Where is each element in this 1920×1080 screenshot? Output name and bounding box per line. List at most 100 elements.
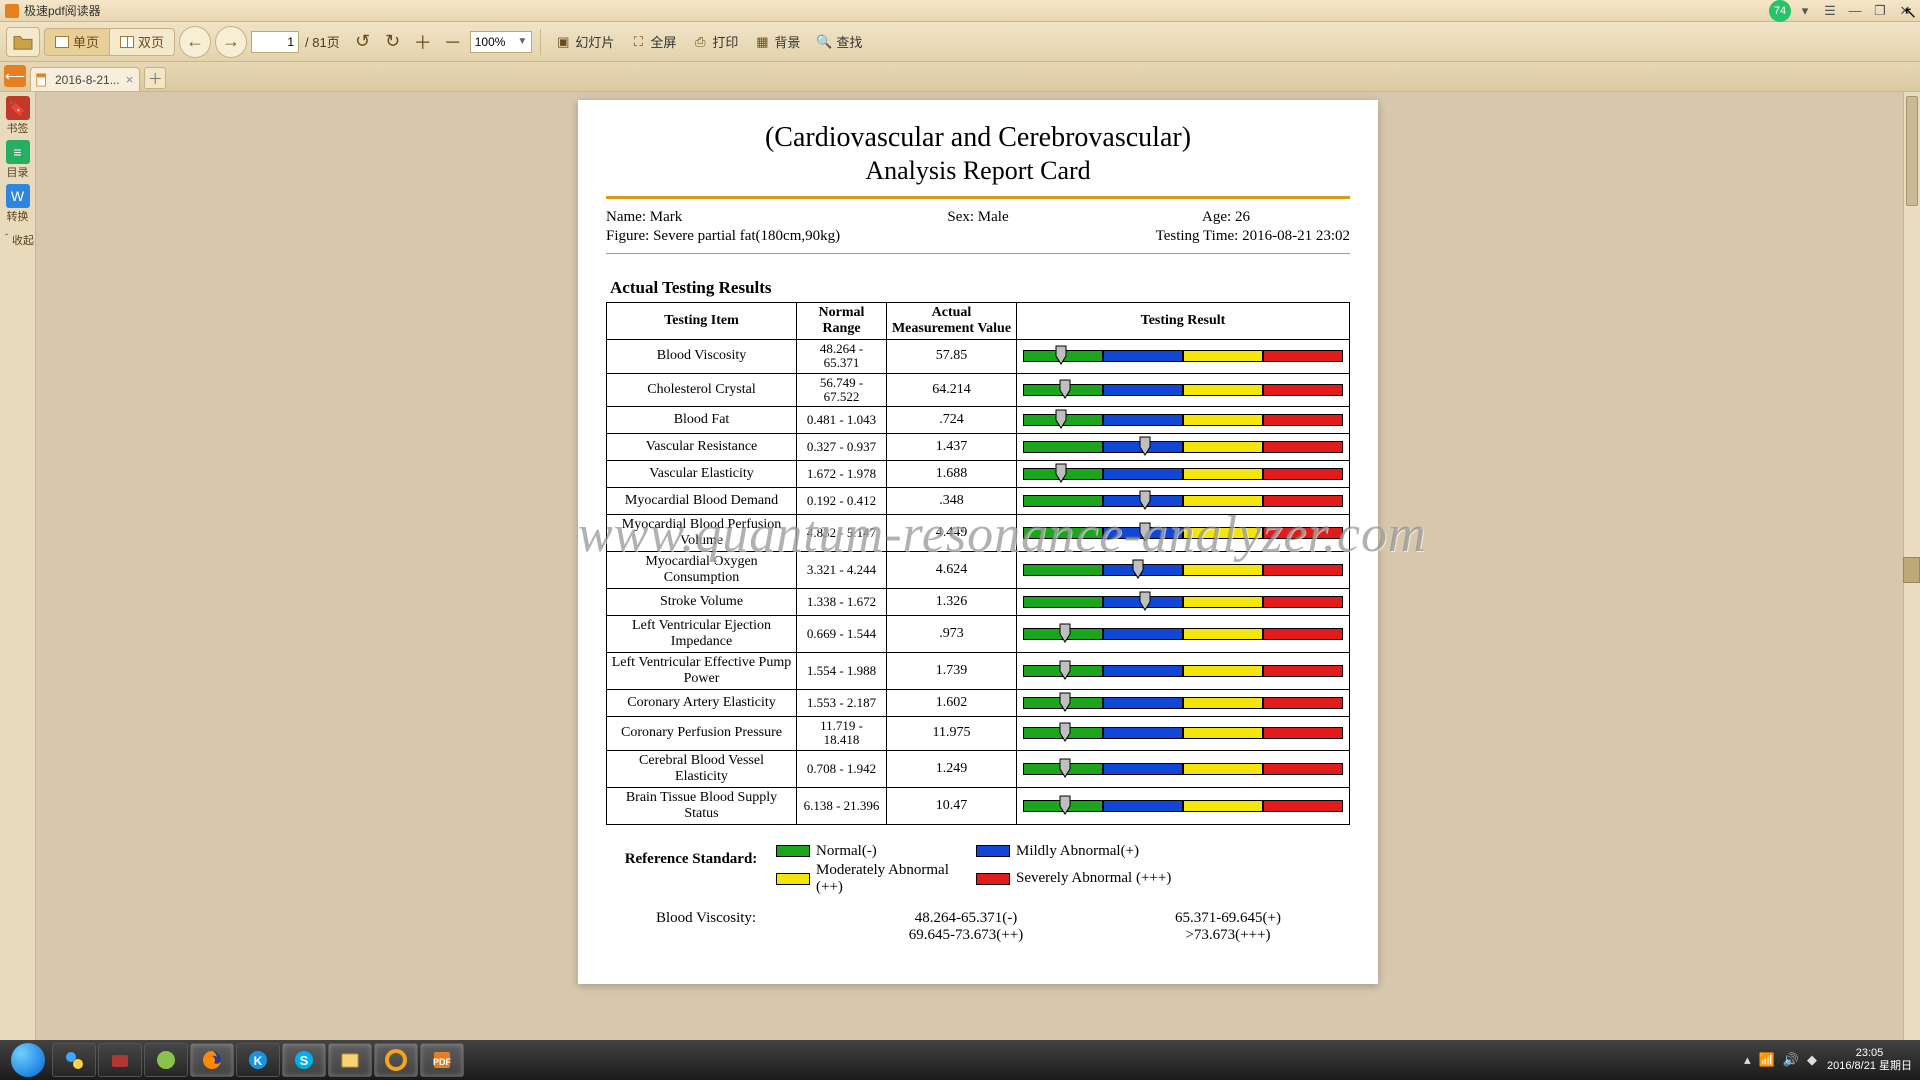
patient-sex: Male [978,209,1009,225]
page-total-label: / 81页 [303,32,346,51]
app-title: 极速pdf阅读器 [24,2,1769,19]
page-number-input[interactable] [251,31,299,53]
task-app-2[interactable] [98,1043,142,1077]
home-tab-button[interactable]: ⟵ [4,65,26,87]
rotate-ccw-button[interactable]: ↺ [350,29,376,55]
table-row: Stroke Volume1.338 - 1.6721.326 [607,589,1350,616]
tray-volume-icon[interactable]: 🔊 [1783,1052,1799,1068]
zoom-value: 100% [475,35,506,49]
document-tab[interactable]: 2016-8-21... × [30,67,140,91]
patient-age: 26 [1235,209,1250,225]
start-button[interactable] [8,1040,48,1080]
legend-mild: Mildly Abnormal(+) [1016,843,1216,860]
close-button[interactable]: ✕ [1894,2,1916,20]
task-app-o[interactable] [374,1043,418,1077]
rotate-cw-button[interactable]: ↻ [380,29,406,55]
windows-taskbar: K S PDF ▴ 📶 🔊 ◆ 23:05 2016/8/21 星期日 [0,1040,1920,1080]
report-title-2: Analysis Report Card [606,156,1350,186]
tray-shield-icon[interactable]: ◆ [1807,1052,1817,1068]
zoom-out-button[interactable]: － [440,29,466,55]
single-page-button[interactable]: 单页 [44,28,109,56]
tray-show-hidden-icon[interactable]: ▴ [1744,1052,1751,1068]
fullscreen-button[interactable]: ⛶全屏 [624,32,682,51]
task-app-pdf[interactable]: PDF [420,1043,464,1077]
legend-severe: Severely Abnormal (+++) [1016,870,1216,887]
scrollbar-grip[interactable] [1903,557,1920,583]
task-app-k[interactable]: K [236,1043,280,1077]
tab-close-button[interactable]: × [126,72,134,87]
table-row: Myocardial Oxygen Consumption3.321 - 4.2… [607,552,1350,589]
clock-day: 星期日 [1879,1060,1912,1072]
test-time: 2016-08-21 23:02 [1242,228,1350,244]
single-page-label: 单页 [73,32,99,51]
taskbar-clock[interactable]: 23:05 2016/8/21 星期日 [1827,1047,1912,1072]
table-row: Cholesterol Crystal56.749 - 67.52264.214 [607,373,1350,407]
swatch-blue [976,845,1010,857]
maximize-button[interactable]: ❐ [1869,2,1891,20]
titlebar-opt1[interactable]: ▾ [1794,2,1816,20]
zoom-in-button[interactable]: ＋ [410,29,436,55]
background-button[interactable]: ▦背景 [748,32,806,51]
table-row: Vascular Resistance0.327 - 0.9371.437 [607,434,1350,461]
main-toolbar: 单页 双页 ← → / 81页 ↺ ↻ ＋ － 100%▼ ▣幻灯片 ⛶全屏 ⎙… [0,22,1920,62]
document-viewer: (Cardiovascular and Cerebrovascular) Ana… [36,92,1920,1040]
double-page-label: 双页 [138,32,164,51]
th-range: Normal Range [797,303,887,340]
svg-text:K: K [254,1054,263,1068]
open-file-button[interactable] [6,27,40,57]
tab-strip: ⟵ 2016-8-21... × ＋ [0,62,1920,92]
vertical-scrollbar[interactable] [1903,92,1920,1040]
sidebar-collapse[interactable]: ＾收起 [1,232,34,248]
task-app-1[interactable] [52,1043,96,1077]
table-row: Blood Fat0.481 - 1.043.724 [607,407,1350,434]
double-page-button[interactable]: 双页 [109,28,175,56]
titlebar-opt2[interactable]: ☰ [1819,2,1841,20]
swatch-yellow [776,873,810,885]
table-row: Coronary Perfusion Pressure11.719 - 18.4… [607,717,1350,751]
find-button[interactable]: 🔍查找 [810,32,868,51]
system-tray: ▴ 📶 🔊 ◆ 23:05 2016/8/21 星期日 [1744,1047,1912,1072]
prev-page-button[interactable]: ← [179,26,211,58]
task-app-3[interactable] [144,1043,188,1077]
tray-network-icon[interactable]: 📶 [1759,1052,1775,1068]
th-item: Testing Item [607,303,797,340]
new-tab-button[interactable]: ＋ [144,67,166,89]
legend-grid: Normal(-) Mildly Abnormal(+) Moderately … [776,843,1350,896]
scrollbar-thumb[interactable] [1906,96,1918,206]
patient-name: Mark [650,209,683,225]
sidebar-toc[interactable]: ≡目录 [3,140,33,180]
svg-text:PDF: PDF [433,1057,452,1067]
viewer-scroll[interactable]: (Cardiovascular and Cerebrovascular) Ana… [36,92,1920,1040]
legend-label: Reference Standard: [606,843,776,868]
legend-normal: Normal(-) [816,843,976,860]
pdf-page: (Cardiovascular and Cerebrovascular) Ana… [578,100,1378,984]
sidebar-bookmarks[interactable]: 🔖书签 [3,96,33,136]
task-app-explorer[interactable] [328,1043,372,1077]
task-app-firefox[interactable] [190,1043,234,1077]
results-table: Testing Item Normal Range Actual Measure… [606,302,1350,825]
th-result: Testing Result [1017,303,1350,340]
table-row: Brain Tissue Blood Supply Status6.138 - … [607,787,1350,824]
app-icon [5,4,19,18]
table-row: Cerebral Blood Vessel Elasticity0.708 - … [607,750,1350,787]
section-title: Actual Testing Results [610,278,1350,298]
swatch-red [976,873,1010,885]
clock-time: 23:05 [1827,1047,1912,1060]
divider [606,196,1350,199]
sidebar-convert[interactable]: W转换 [3,184,33,224]
next-page-button[interactable]: → [215,26,247,58]
table-row: Coronary Artery Elasticity1.553 - 2.1871… [607,690,1350,717]
divider-thin [606,253,1350,254]
task-app-skype[interactable]: S [282,1043,326,1077]
legend-moderate: Moderately Abnormal (++) [816,862,976,896]
th-value: Actual Measurement Value [887,303,1017,340]
notify-badge[interactable]: 74 [1769,0,1791,22]
table-row: Myocardial Blood Demand0.192 - 0.412.348 [607,488,1350,515]
minimize-button[interactable]: — [1844,2,1866,20]
table-row: Myocardial Blood Perfusion Volume4.832 -… [607,515,1350,552]
slideshow-button[interactable]: ▣幻灯片 [549,32,620,51]
page-mode-segment: 单页 双页 [44,28,175,56]
print-button[interactable]: ⎙打印 [686,32,744,51]
zoom-select[interactable]: 100%▼ [470,31,533,53]
left-sidebar: 🔖书签 ≡目录 W转换 ＾收起 [0,92,36,1040]
